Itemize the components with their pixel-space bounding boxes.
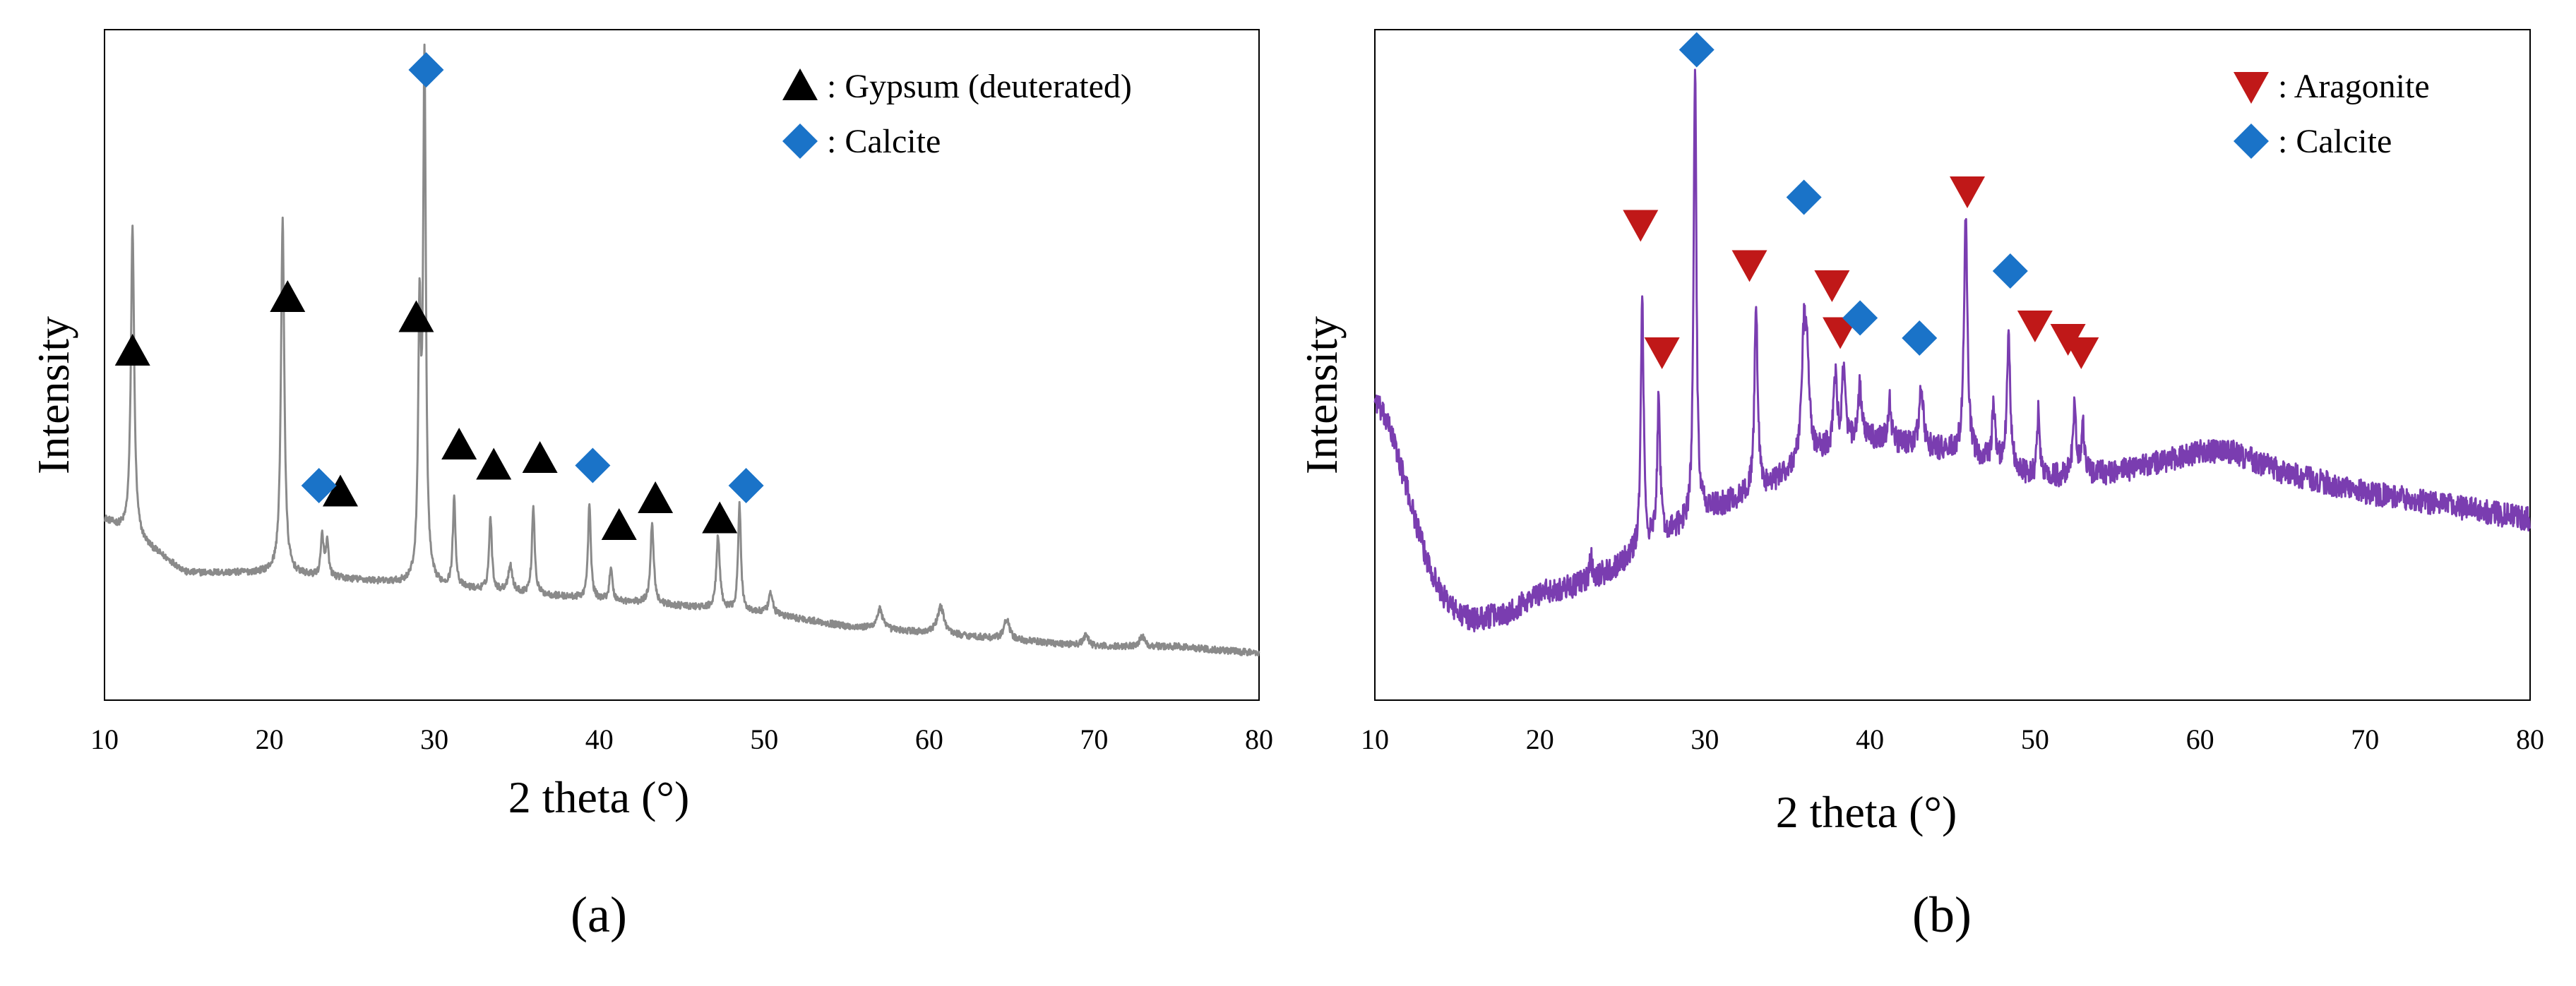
panel-b-plot-frame [1374,29,2531,701]
panel-b-calcite-marker [1992,253,2028,289]
panel-b-xtick-label: 40 [1856,723,1884,755]
panel-a-legend-diamond-icon [782,124,818,159]
panel-b-aragonite-marker [1823,317,1859,349]
panel-b-xtick-label: 50 [2021,723,2049,755]
panel-b-aragonite-marker [1623,210,1659,242]
panel-b-xtick-label: 30 [1690,723,1719,755]
panel-a-xtick-label: 20 [256,723,284,755]
panel-a-plot-frame [104,29,1260,701]
panel-b-calcite-marker [1902,320,1938,356]
panel-a-xtick-label: 60 [915,723,943,755]
panel-b-calcite-marker [1678,32,1715,68]
panel-a-legend-triangle-up-icon [782,68,818,100]
panel-b-aragonite-marker [1950,176,1986,208]
panel-a-pattern-line [104,43,1260,657]
panel-a-calcite-marker [301,468,337,503]
panel-a-gypsum-marker [601,508,637,540]
panel-b-aragonite-marker [1731,250,1767,282]
panel-a-xtick-label: 80 [1245,723,1273,755]
panel-b-aragonite-marker [2063,337,2099,369]
panel-a-xtick-label: 70 [1080,723,1108,755]
panel-b-ylabel: Intensity [1296,316,1347,474]
panel-b-xtick-label: 10 [1361,723,1389,755]
panel-b-calcite-marker [1786,179,1822,215]
panel-a-calcite-marker [575,447,611,483]
panel-b-xtick-label: 70 [2351,723,2379,755]
panel-b-xtick-label: 60 [2186,723,2214,755]
panel-b-legend-label: : Calcite [2278,123,2392,160]
panel-b-xtick-label: 20 [1526,723,1554,755]
panel-a-calcite-marker [728,468,764,503]
panel-b-xlabel: 2 theta (°) [1776,787,1957,837]
panel-a-ylabel: Intensity [28,316,78,474]
panel-a-xtick-label: 30 [420,723,448,755]
panel-b-aragonite-marker [1644,337,1680,369]
panel-a-gypsum-marker [398,300,434,332]
panel-a-xtick-label: 50 [750,723,778,755]
panel-b: Intensity 2 theta (°) (b) 10 20 30 40 50 60 70… [1296,29,2544,943]
panel-a-legend-label: : Gypsum (deuterated) [827,68,1132,105]
panel-b-calcite-marker [1842,300,1878,336]
panel-a-xtick-label: 10 [90,723,119,755]
panel-b-aragonite-marker [2017,311,2053,342]
panel-a-figure-label: (a) [571,886,627,943]
panel-a-xtick-label: 40 [585,723,614,755]
panel-b-figure-label: (b) [1912,886,1972,943]
panel-a-gypsum-marker [441,428,477,459]
panel-a-gypsum-marker [270,280,306,312]
panel-a-gypsum-marker [702,501,738,534]
panel-a-gypsum-marker [476,447,512,480]
panel-a-gypsum-marker [522,441,558,473]
panel-a: Intensity 2 theta (°) (a) 10 20 30 40 50 60 70… [28,29,1273,943]
panel-b-pattern-line [1373,68,2532,632]
panel-b-xtick-label: 80 [2516,723,2544,755]
panel-a-legend-label: : Calcite [827,123,941,160]
panel-a-gypsum-marker [114,334,150,366]
panel-a-gypsum-marker [638,481,674,513]
panel-a-xlabel: 2 theta (°) [508,772,690,822]
panel-b-legend-label: : Aragonite [2278,68,2430,105]
panel-b-aragonite-marker [1814,270,1850,302]
panel-b-legend-diamond-icon [2234,124,2269,159]
panel-a-gypsum-marker [323,474,359,507]
panel-a-calcite-marker [408,52,444,88]
panel-b-legend-triangle-down-icon [2234,72,2269,104]
